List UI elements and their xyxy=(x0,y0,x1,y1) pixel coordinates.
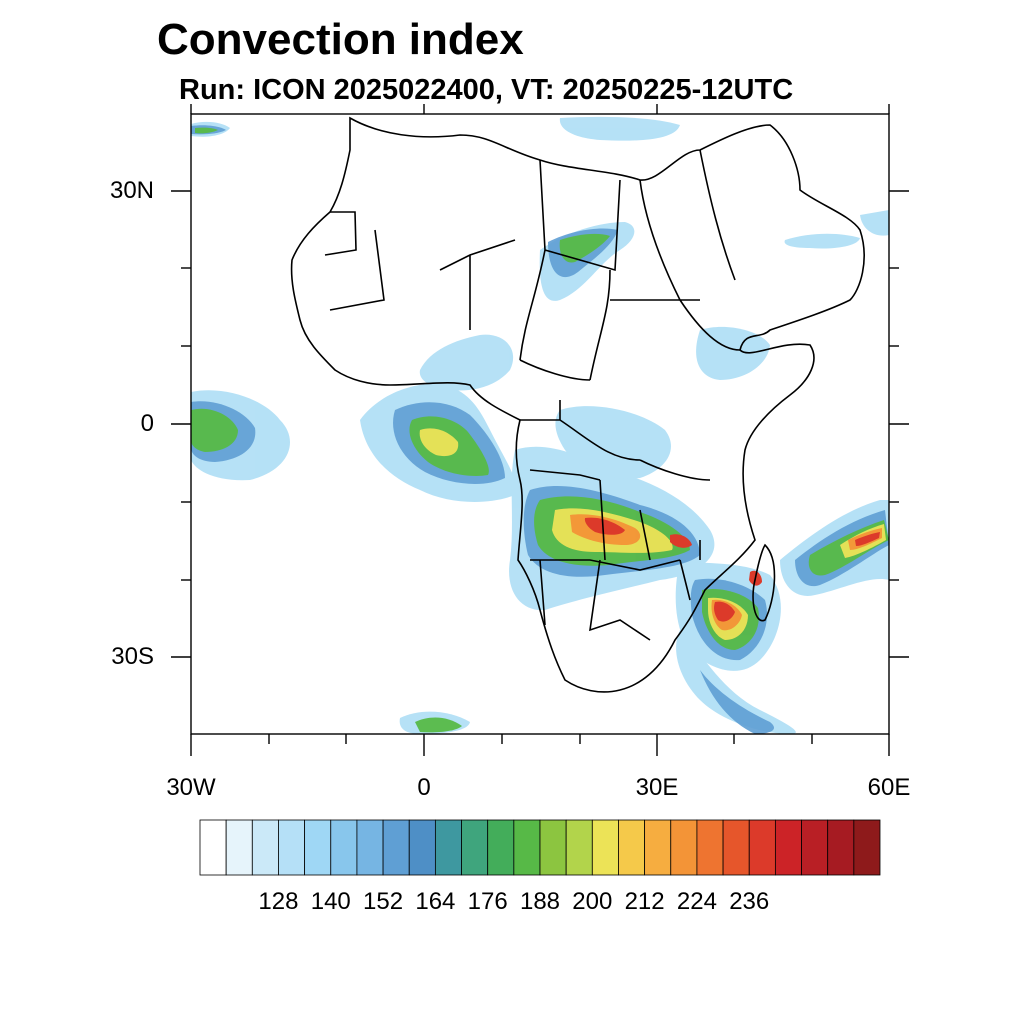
colorbar-swatch xyxy=(853,819,881,876)
colorbar-swatch xyxy=(670,819,698,876)
colorbar-swatch xyxy=(774,819,802,876)
lon-label-60e: 60E xyxy=(867,774,911,801)
colorbar-tick-label: 200 xyxy=(572,888,613,915)
lon-label-30e: 30E xyxy=(635,774,679,801)
colorbar-tick-label: 164 xyxy=(415,888,456,915)
colorbar-swatch xyxy=(827,819,855,876)
colorbar-swatch xyxy=(591,819,619,876)
colorbar-swatch xyxy=(251,819,279,876)
colorbar-swatch xyxy=(278,819,306,876)
colorbar-tick-label: 176 xyxy=(467,888,508,915)
colorbar-swatch xyxy=(199,819,227,876)
colorbar-tick-label: 236 xyxy=(729,888,770,915)
lat-label-0: 0 xyxy=(140,410,154,437)
colorbar-swatch xyxy=(748,819,776,876)
colorbar-swatch xyxy=(696,819,724,876)
coastlines xyxy=(290,116,865,693)
colorbar-tick-label: 188 xyxy=(519,888,561,915)
colorbar-swatch xyxy=(356,819,384,876)
colorbar-swatch xyxy=(513,819,541,876)
colorbar-swatch xyxy=(722,819,750,876)
colorbar-tick-label: 152 xyxy=(363,888,404,915)
colorbar-swatch xyxy=(304,819,332,876)
lat-label-30s: 30S xyxy=(111,643,154,670)
colorbar-swatch xyxy=(225,819,253,876)
colorbar-swatch xyxy=(618,819,646,876)
colorbar-swatch xyxy=(408,819,436,876)
colorbar-tick-label: 140 xyxy=(310,888,351,915)
colorbar-tick-label: 224 xyxy=(676,888,717,915)
colorbar-swatch xyxy=(801,819,829,876)
map-title: Convection index xyxy=(157,15,524,64)
colorbar-swatch xyxy=(434,819,462,876)
map-frame xyxy=(171,104,909,756)
colorbar-swatch xyxy=(565,819,593,876)
colorbar-swatch xyxy=(644,819,672,876)
colorbar-swatch xyxy=(487,819,515,876)
lon-label-30w: 30W xyxy=(166,774,216,801)
colorbar xyxy=(199,819,881,876)
colorbar-tick-label: 212 xyxy=(624,888,665,915)
map-subtitle: Run: ICON 2025022400, VT: 20250225-12UTC xyxy=(179,74,794,106)
colorbar-swatch xyxy=(330,819,358,876)
colorbar-swatch xyxy=(539,819,567,876)
colorbar-swatch xyxy=(461,819,489,876)
colorbar-swatch xyxy=(382,819,410,876)
lon-label-0: 0 xyxy=(417,774,431,801)
convection-field xyxy=(191,116,889,734)
lat-label-30n: 30N xyxy=(109,177,154,204)
colorbar-tick-label: 128 xyxy=(258,888,299,915)
